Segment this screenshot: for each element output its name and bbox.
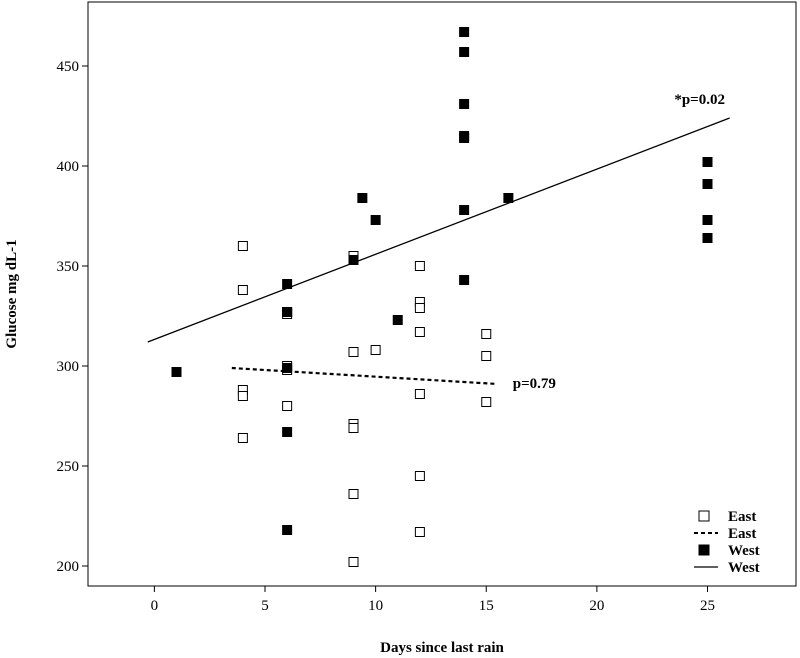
east-data-point	[370, 345, 381, 355]
west-data-point	[357, 193, 368, 203]
west-data-point	[370, 215, 381, 225]
east-data-point	[348, 489, 359, 499]
east-data-point	[237, 391, 248, 401]
y-axis: 200 250 300 350 400 450	[57, 59, 88, 575]
east-data-point	[481, 397, 492, 407]
west-data-point	[392, 315, 403, 325]
west-data-point	[503, 193, 514, 203]
west-data-point	[282, 279, 293, 289]
west-data-point	[459, 133, 470, 143]
x-tick-label: 0	[151, 598, 159, 614]
west-data-point	[702, 233, 713, 243]
x-tick-label: 5	[261, 598, 269, 614]
y-tick-label: 400	[57, 159, 80, 175]
fit-lines	[147, 117, 730, 386]
east-data-point	[414, 527, 425, 537]
east-data-point	[237, 241, 248, 251]
y-tick-label: 300	[57, 359, 80, 375]
x-tick-label: 25	[700, 598, 715, 614]
data-points	[171, 27, 713, 567]
east-data-point	[348, 347, 359, 357]
east-data-point	[414, 389, 425, 399]
west-data-point	[702, 179, 713, 189]
east-data-point	[414, 303, 425, 313]
east-data-point	[414, 261, 425, 271]
west-data-point	[459, 27, 470, 37]
east-data-point	[414, 327, 425, 337]
west-data-point	[459, 205, 470, 215]
legend-marker-swatch	[698, 544, 710, 556]
y-tick-label: 350	[57, 259, 80, 275]
east-trend-line	[231, 366, 498, 386]
legend-entry-label: West	[728, 560, 760, 576]
x-tick-label: 10	[368, 598, 383, 614]
annotations: *p=0.02 p=0.79	[513, 92, 725, 392]
west-data-point	[459, 47, 470, 57]
east-data-point	[348, 557, 359, 567]
east-data-point	[282, 401, 293, 411]
x-axis-label: Days since last rain	[380, 640, 504, 656]
west-trend-line	[147, 117, 730, 343]
west-data-point	[459, 275, 470, 285]
x-tick-label: 15	[479, 598, 494, 614]
y-tick-label: 450	[57, 59, 80, 75]
x-tick-label: 20	[589, 598, 604, 614]
west-data-point	[282, 427, 293, 437]
y-tick-label: 200	[57, 559, 80, 575]
west-data-point	[282, 525, 293, 535]
west-data-point	[171, 367, 182, 377]
legend-entry-label: East	[728, 526, 756, 542]
west-data-point	[702, 215, 713, 225]
west-data-point	[282, 363, 293, 373]
east-data-point	[237, 285, 248, 295]
east-data-point	[414, 471, 425, 481]
east-data-point	[481, 329, 492, 339]
legend-entry-label: East	[728, 509, 756, 525]
west-data-point	[282, 307, 293, 317]
x-axis: 0 5 10 15 20 25	[151, 586, 715, 614]
y-tick-label: 250	[57, 459, 80, 475]
plot-frame	[87, 1, 797, 587]
y-axis-label: Glucose mg dL-1	[4, 239, 20, 348]
west-data-point	[702, 157, 713, 167]
legend-entry-label: West	[728, 543, 760, 559]
legend-marker-swatch	[698, 510, 710, 522]
p-value-annotation: p=0.79	[513, 376, 556, 392]
p-value-annotation: *p=0.02	[674, 92, 725, 108]
west-data-point	[459, 99, 470, 109]
east-data-point	[481, 351, 492, 361]
west-data-point	[348, 255, 359, 265]
east-data-point	[237, 433, 248, 443]
east-data-point	[348, 423, 359, 433]
